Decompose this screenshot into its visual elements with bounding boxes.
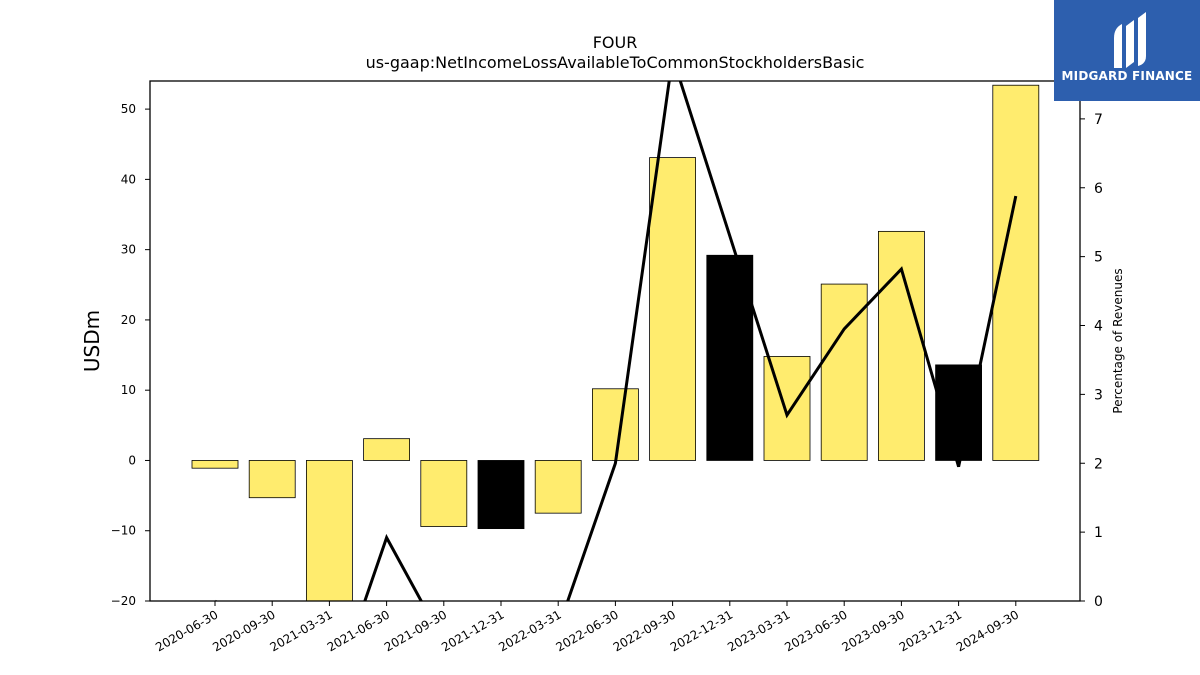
bar bbox=[477, 460, 525, 530]
bar bbox=[878, 230, 925, 461]
brand-name: MIDGARD FINANCE bbox=[1061, 69, 1193, 83]
x-tick-label: 2020-09-30 bbox=[210, 607, 277, 654]
y-axis-ticks: −20 −10 0 10 20 30 40 50 bbox=[111, 102, 150, 608]
chart-subtitle: us-gaap:NetIncomeLossAvailableToCommonSt… bbox=[366, 53, 865, 72]
x-tick-label: 2020-06-30 bbox=[153, 607, 220, 654]
bar bbox=[191, 460, 239, 469]
y-tick-label: −20 bbox=[111, 594, 136, 608]
x-tick-label: 2022-03-31 bbox=[496, 607, 563, 654]
bar bbox=[248, 460, 296, 499]
y2-tick-label: 1 bbox=[1094, 525, 1103, 541]
y-axis-label: USDm bbox=[80, 310, 104, 372]
x-tick-label: 2023-06-30 bbox=[782, 607, 849, 654]
bar bbox=[649, 157, 696, 461]
bar bbox=[592, 388, 639, 461]
bar bbox=[420, 460, 468, 527]
y-tick-label: −10 bbox=[111, 524, 136, 538]
bar bbox=[534, 460, 582, 514]
x-tick-label: 2023-12-31 bbox=[897, 607, 964, 654]
y2-tick-label: 7 bbox=[1094, 112, 1103, 128]
y2-tick-label: 2 bbox=[1094, 456, 1103, 472]
x-tick-label: 2021-03-31 bbox=[267, 607, 334, 654]
y-tick-label: 50 bbox=[121, 102, 136, 116]
x-tick-label: 2021-06-30 bbox=[325, 607, 392, 654]
bar-series bbox=[191, 84, 1040, 601]
y2-axis-ticks: 0 1 2 3 4 5 6 7 bbox=[1080, 112, 1103, 610]
y-tick-label: 30 bbox=[121, 243, 136, 257]
x-tick-label: 2023-09-30 bbox=[839, 607, 906, 654]
y2-tick-label: 3 bbox=[1094, 387, 1103, 403]
x-tick-label: 2022-06-30 bbox=[553, 607, 620, 654]
brand-logo: MIDGARD FINANCE bbox=[1054, 0, 1200, 101]
bar bbox=[363, 438, 411, 461]
y2-axis-label: Percentage of Revenues bbox=[1111, 268, 1125, 413]
y2-tick-label: 0 bbox=[1094, 594, 1103, 610]
x-axis-ticks: 2020-06-302020-09-302021-03-312021-06-30… bbox=[153, 601, 1021, 654]
y-tick-label: 0 bbox=[128, 453, 136, 467]
x-tick-label: 2022-12-31 bbox=[668, 607, 735, 654]
bar bbox=[763, 356, 811, 461]
line-series bbox=[215, 81, 1018, 601]
y2-tick-label: 5 bbox=[1094, 250, 1103, 266]
bar bbox=[706, 254, 754, 461]
plot-frame bbox=[149, 80, 1081, 602]
x-tick-label: 2023-03-31 bbox=[725, 607, 792, 654]
y2-tick-label: 4 bbox=[1094, 319, 1103, 335]
y-tick-label: 20 bbox=[121, 313, 136, 327]
x-tick-label: 2021-09-30 bbox=[382, 607, 449, 654]
y-tick-label: 40 bbox=[121, 172, 136, 186]
chart-title: FOUR bbox=[593, 33, 638, 52]
x-tick-label: 2022-09-30 bbox=[611, 607, 678, 654]
logo-mark-icon bbox=[1114, 12, 1146, 68]
x-tick-label: 2021-12-31 bbox=[439, 607, 506, 654]
y-tick-label: 10 bbox=[121, 383, 136, 397]
y2-tick-label: 6 bbox=[1094, 181, 1103, 197]
bar bbox=[305, 460, 353, 601]
line-path bbox=[215, 81, 1018, 601]
x-tick-label: 2024-09-30 bbox=[954, 607, 1021, 654]
